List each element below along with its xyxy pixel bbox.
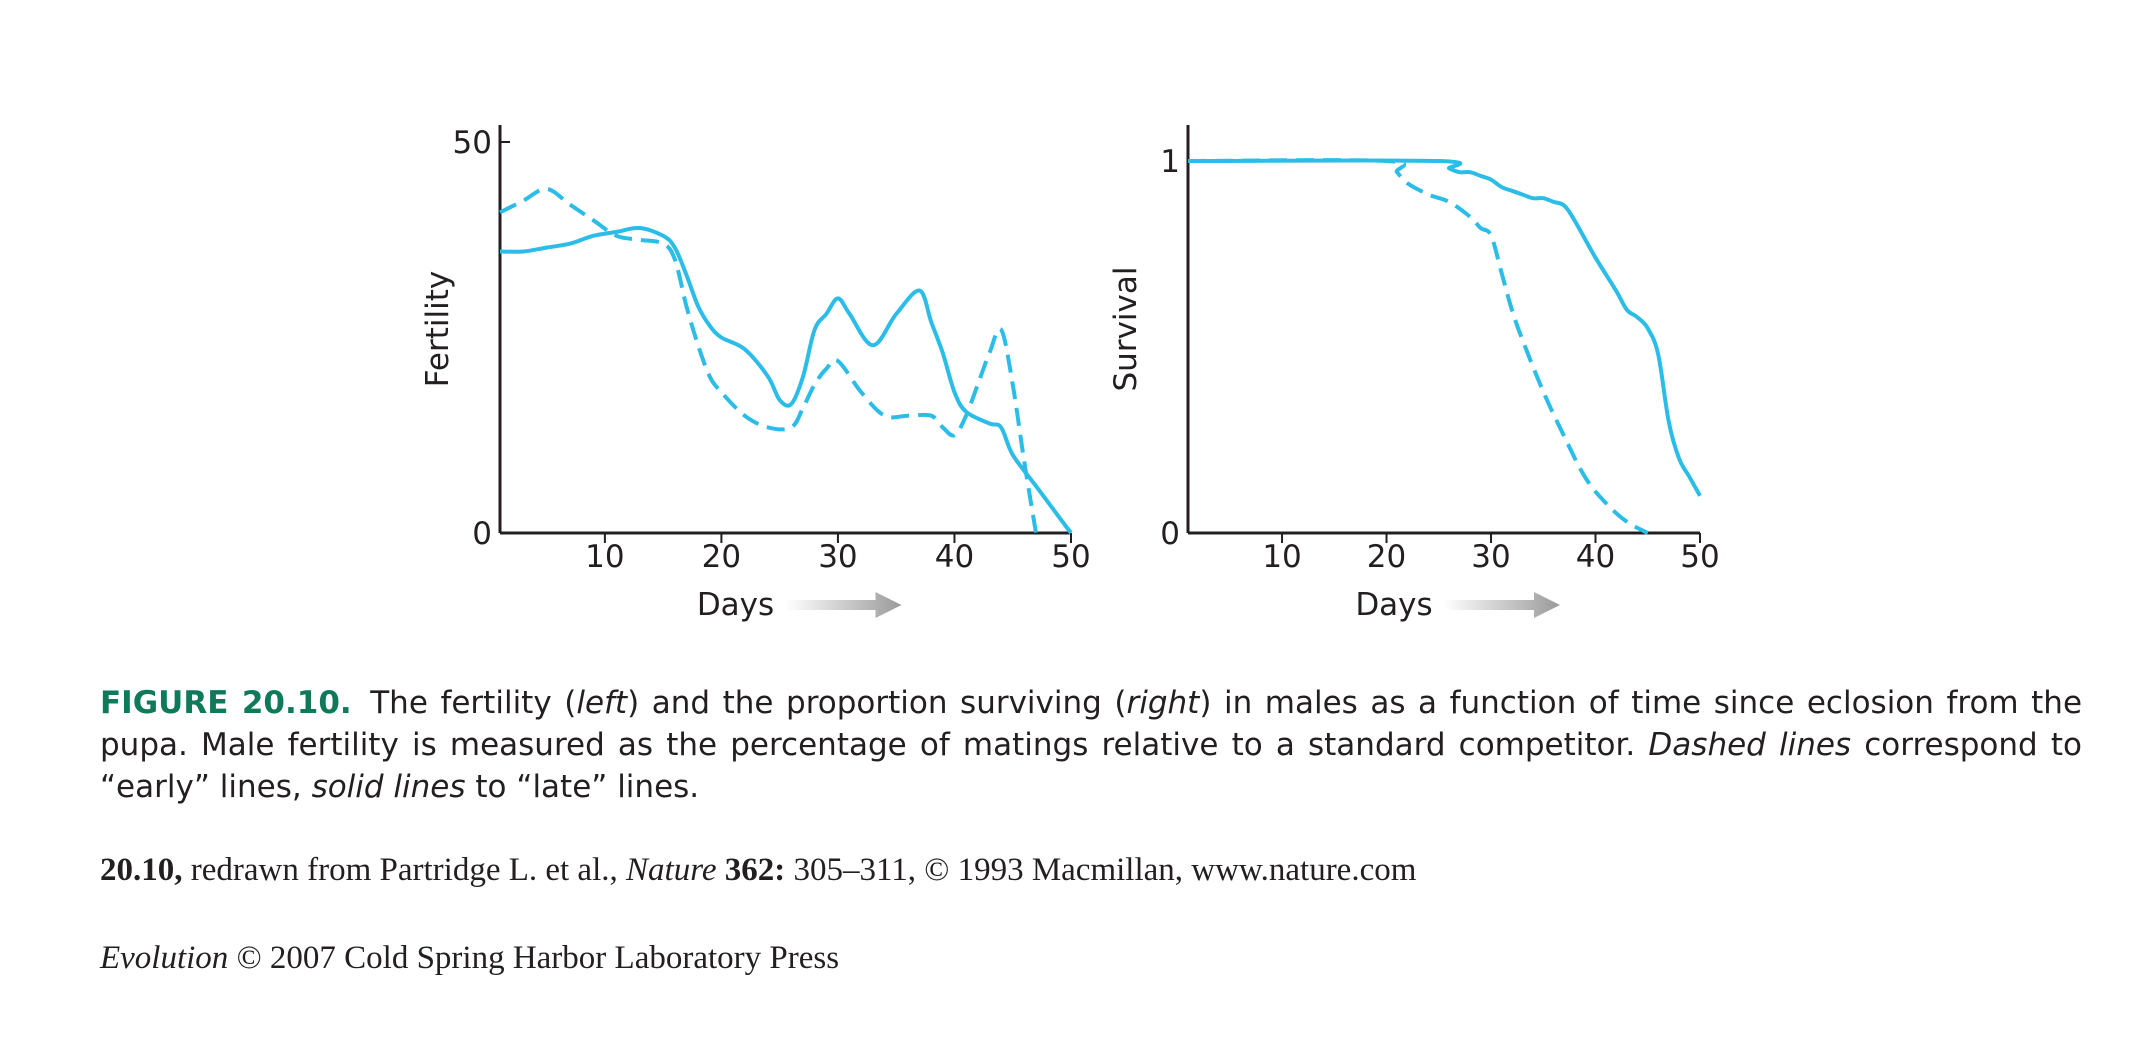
caption-solid-lines: solid lines — [311, 769, 466, 805]
y-tick-label: 0 — [1160, 516, 1180, 552]
fertility-chart: 10 20 30 40 50 0 50 Fertility Days — [420, 125, 1091, 623]
x-tick-label: 50 — [1051, 539, 1090, 575]
book-copyright: Evolution © 2007 Cold Spring Harbor Labo… — [100, 940, 839, 977]
solid-series-line — [1187, 158, 1702, 497]
caption-text: ) and the proportion surviving ( — [627, 685, 1127, 721]
caption-left-word: left — [576, 685, 628, 721]
credit-journal: Nature — [626, 852, 717, 888]
time-direction-arrow-icon — [785, 592, 902, 618]
x-tick-label: 10 — [585, 539, 624, 575]
y-tick-label: 50 — [453, 125, 492, 161]
copyright-text: © 2007 Cold Spring Harbor Laboratory Pre… — [236, 940, 840, 976]
figure-charts: 10 20 30 40 50 0 50 Fertility Days 10 20 30 40 50 0 1 S… — [420, 125, 1720, 623]
y-tick-label: 1 — [1160, 144, 1180, 180]
caption-dashed-lines: Dashed lines — [1648, 727, 1852, 763]
x-tick-label: 50 — [1680, 539, 1719, 575]
dashed-series-line — [499, 186, 1038, 534]
x-axis-title: Days — [1355, 587, 1432, 623]
y-tick-label: 0 — [472, 516, 492, 552]
x-tick-label: 10 — [1262, 539, 1301, 575]
figure-caption: FIGURE 20.10. The fertility (left) and t… — [100, 682, 2082, 808]
credit-text: redrawn from Partridge L. et al., — [190, 852, 618, 888]
x-tick-label: 40 — [935, 539, 974, 575]
time-direction-arrow-icon — [1444, 592, 1560, 618]
dashed-series-line — [1187, 158, 1649, 535]
x-tick-label: 30 — [1471, 539, 1510, 575]
caption-text: to “late” lines. — [475, 769, 700, 805]
x-axis-title: Days — [697, 587, 774, 623]
credit-fig-ref: 20.10, — [100, 852, 183, 888]
credit-text: 305–311, © 1993 Macmillan, www.nature.co… — [793, 852, 1417, 888]
caption-text: The fertility ( — [370, 685, 577, 721]
survival-chart: 10 20 30 40 50 0 1 Survival Days — [1108, 125, 1720, 623]
x-tick-label: 20 — [702, 539, 741, 575]
y-axis-title: Survival — [1108, 267, 1144, 392]
caption-right-word: right — [1126, 685, 1200, 721]
x-tick-label: 30 — [818, 539, 857, 575]
figure-credit: 20.10, redrawn from Partridge L. et al.,… — [100, 852, 1416, 889]
x-tick-label: 40 — [1576, 539, 1615, 575]
caption-text: ) in males as a function of time since e… — [100, 685, 2083, 763]
caption-text: correspond to “early” lines, — [100, 727, 2082, 805]
y-axis-title: Fertility — [420, 271, 456, 387]
figure-label: FIGURE 20.10. — [100, 685, 352, 721]
x-tick-label: 20 — [1367, 539, 1406, 575]
credit-volume: 362: — [724, 852, 786, 888]
solid-series-line — [499, 225, 1073, 535]
book-title: Evolution — [100, 940, 229, 976]
